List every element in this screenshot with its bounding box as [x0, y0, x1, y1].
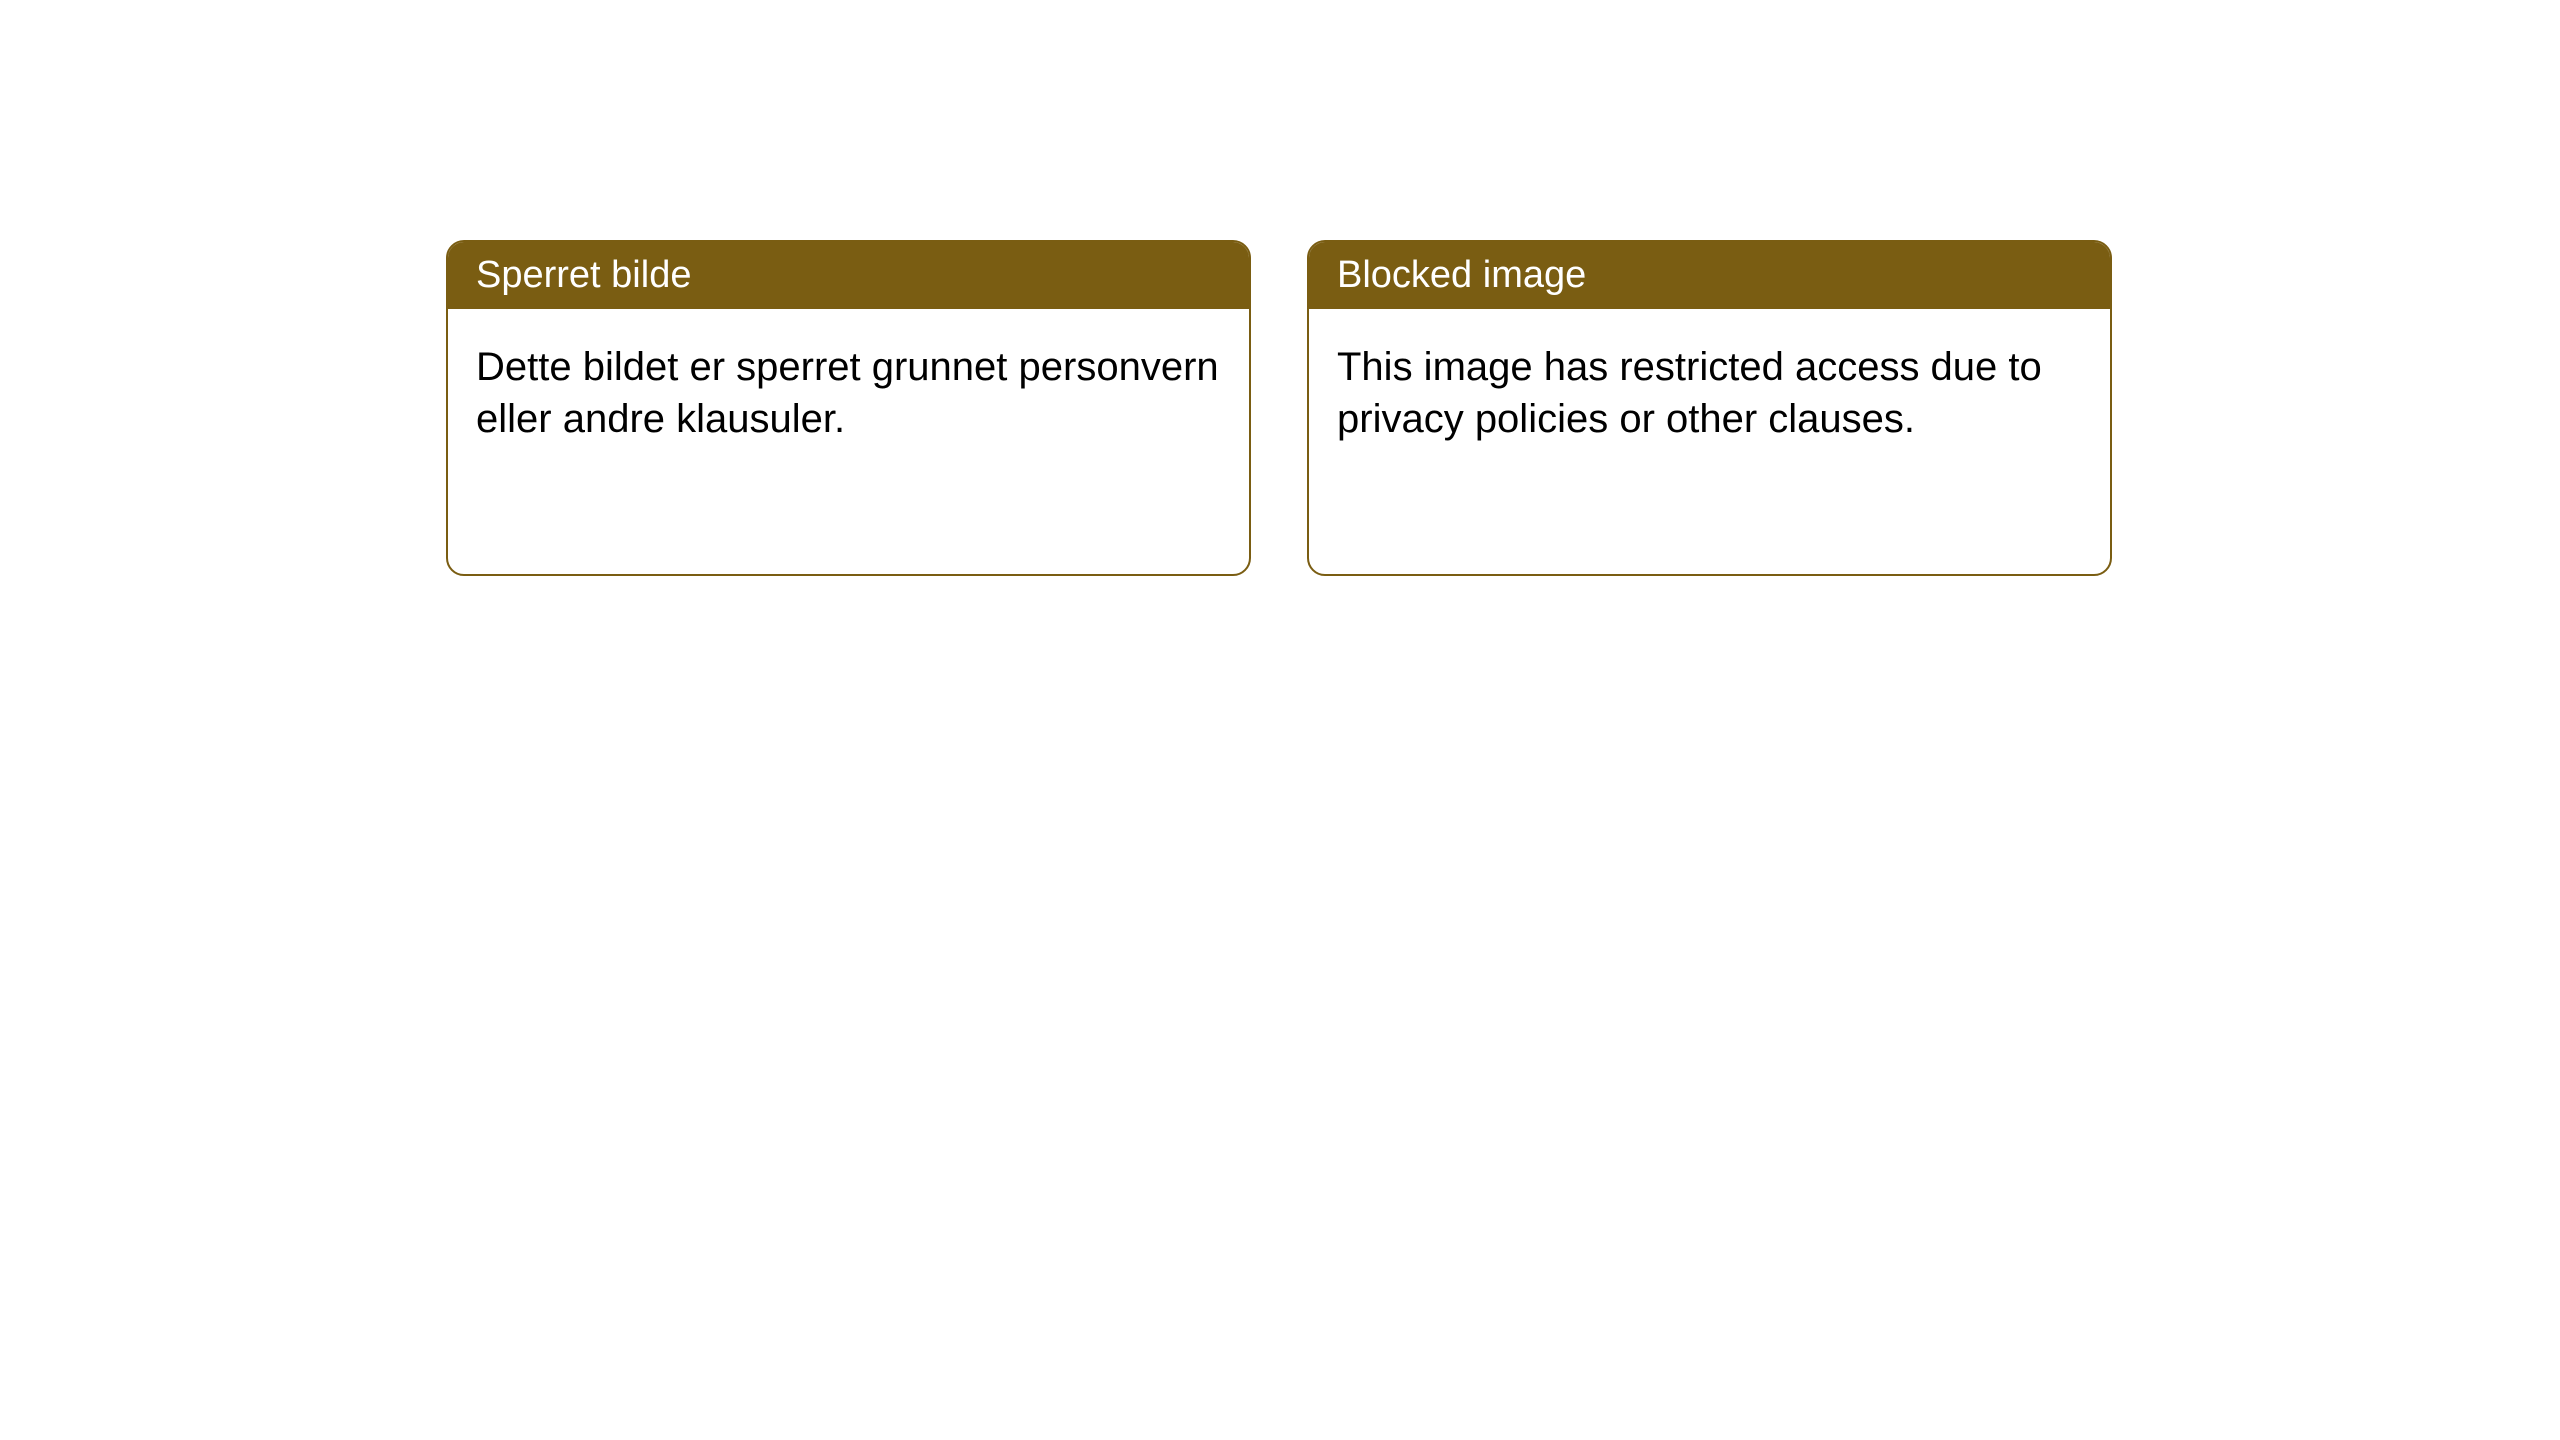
blocked-image-card-no: Sperret bilde Dette bildet er sperret gr…: [446, 240, 1251, 576]
card-body-no: Dette bildet er sperret grunnet personve…: [448, 309, 1249, 477]
card-body-text-en: This image has restricted access due to …: [1337, 345, 2042, 441]
card-title-no: Sperret bilde: [476, 254, 691, 296]
card-header-en: Blocked image: [1309, 242, 2110, 309]
card-header-no: Sperret bilde: [448, 242, 1249, 309]
blocked-image-notice-container: Sperret bilde Dette bildet er sperret gr…: [446, 240, 2112, 576]
blocked-image-card-en: Blocked image This image has restricted …: [1307, 240, 2112, 576]
card-body-en: This image has restricted access due to …: [1309, 309, 2110, 477]
card-title-en: Blocked image: [1337, 254, 1586, 296]
card-body-text-no: Dette bildet er sperret grunnet personve…: [476, 345, 1219, 441]
